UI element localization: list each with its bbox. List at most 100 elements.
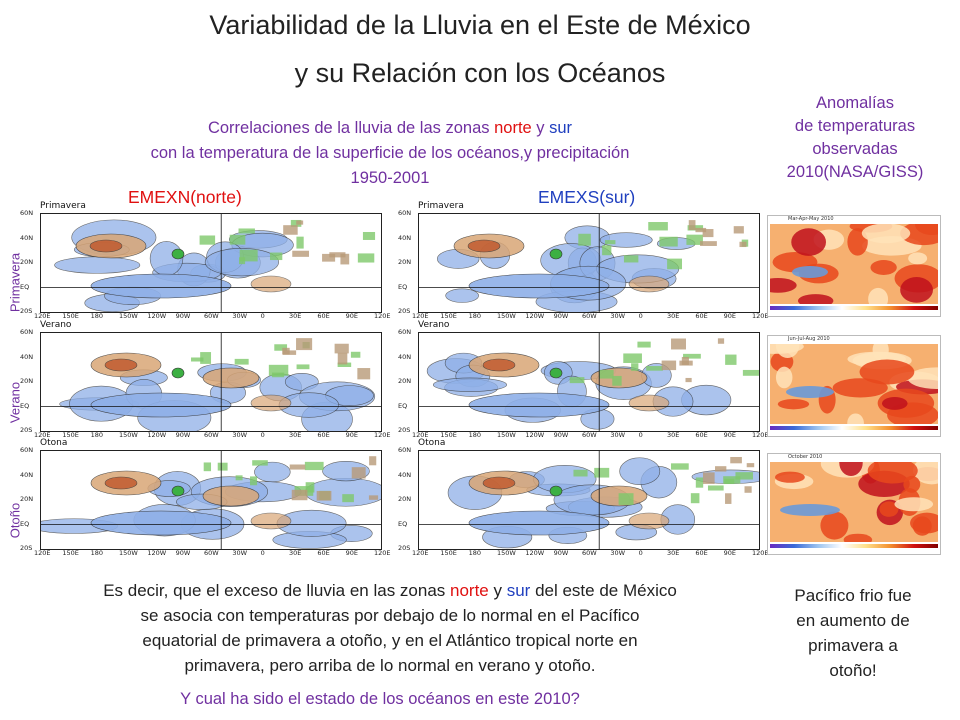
longitude-tick-label: 30W [610,431,626,439]
precipitation-correlation-patch [659,236,678,247]
precipitation-correlation-patch [670,463,689,470]
anom-line2: de temperaturas [794,117,916,135]
question-text: Y cual ha sido el estado de los océanos … [180,690,580,708]
dry-correlation-patch [283,225,298,235]
anomalies-header: Anomalías de temperaturas observadas 201… [760,92,950,184]
precipitation-correlation-patch [618,493,634,505]
precipitation-correlation-patch [599,369,614,379]
correlation-subtitle: Correlaciones de la lluvia de las zonas … [60,117,720,139]
corr-text-a: Correlaciones de la lluvia de las zonas [207,119,495,137]
anomaly-patch [859,359,915,385]
dry-correlation-patch [296,220,304,225]
latitude-tick-label: 40N [20,233,34,242]
east-mexico-region-marker [171,367,185,379]
corr-norte: norte [494,119,532,137]
longitude-tick-label: 60W [582,312,597,320]
conclusion-line2: se asocia con temperaturas por debajo de… [140,606,640,625]
east-mexico-region-marker [549,485,563,497]
anomaly-patch [775,471,805,483]
precipitation-correlation-patch [631,363,639,371]
precipitation-correlation-patch [252,460,268,466]
precipitation-correlation-patch [269,252,283,261]
dry-correlation-patch [329,252,346,258]
precipitation-correlation-patch [725,354,737,365]
longitude-tick-label: 30E [289,549,302,557]
precipitation-correlation-patch [362,231,376,240]
correlation-map-plot [418,332,760,432]
longitude-tick-label: 30W [610,549,626,557]
anomaly-patch [879,501,899,517]
precipitation-correlation-patch [239,257,246,265]
atlantic-positive-correlation [202,485,260,507]
precipitation-correlation-patch [646,366,663,371]
map-season-title: Primavera [418,201,464,211]
anomaly-patch [915,224,938,236]
corr-text-y: y [531,119,550,137]
longitude-tick-label: 150E [62,312,79,320]
anomaly-patch [867,462,918,484]
anomaly-patch [910,512,938,534]
precipitation-correlation-patch [594,467,610,478]
longitude-tick-label: 30W [232,312,248,320]
precipitation-correlation-patch [683,353,701,359]
longitude-tick-label: 0 [638,312,643,320]
longitude-tick-label: 120W [147,431,167,439]
longitude-tick-label: 120W [525,431,545,439]
latitude-tick-label: EQ [398,282,408,291]
anomaly-patch [847,413,864,424]
negative-correlation-area [445,288,479,303]
precipitation-correlation-patch [686,234,703,245]
longitude-tick-label: 0 [260,431,265,439]
longitude-tick-label: 30E [667,431,680,439]
pacific-line3: primavera a [808,636,898,655]
longitude-tick-label: 180 [90,431,104,439]
longitude-tick-label: 90W [175,312,191,320]
precipitation-correlation-patch [695,477,704,488]
anomaly-map-header: Mar-Apr-May 2010 [788,216,834,222]
conclusion-paragraph: Es decir, que el exceso de lluvia en las… [20,578,760,678]
precipitation-correlation-patch [304,461,324,471]
anomaly-patch [903,475,921,493]
longitude-tick-label: 60E [317,312,330,320]
longitude-tick-label: 60W [582,549,597,557]
longitude-tick-label: 150W [497,549,516,557]
precipitation-correlation-patch [234,358,249,365]
conclusion-sur: sur [506,581,531,600]
conclusion-text-b: del este de México [530,581,677,600]
precipitation-correlation-patch [229,234,246,245]
longitude-tick-label: 180 [468,431,482,439]
dry-correlation-patch [717,338,725,344]
precipitation-correlation-patch [290,219,302,227]
longitude-tick-label: 30E [289,312,302,320]
anomaly-map-plot [770,224,938,304]
temperature-anomaly-map-2: Jun-Jul-Aug 2010 [767,335,941,437]
longitude-tick-label: 120E [752,431,769,439]
precipitation-correlation-patch [337,362,352,367]
negative-correlation-area [619,457,661,485]
latitude-tick-label: EQ [20,519,30,528]
longitude-tick-label: 180 [90,312,104,320]
dry-correlation-patch [322,253,336,262]
conclusion-line1: Es decir, que el exceso de lluvia en las… [20,578,760,603]
correlation-map-plot [40,332,382,432]
dry-correlation-patch [334,343,349,354]
positive-correlation-area [250,275,292,293]
slide-title-line2: y su Relación con los Océanos [294,58,666,88]
longitude-tick-label: 60E [695,312,708,320]
longitude-tick-label: 30E [289,431,302,439]
precipitation-correlation-patch [357,253,375,263]
anomaly-patch [775,344,800,358]
longitude-tick-label: 90W [553,549,569,557]
temperature-anomaly-map-1: Mar-Apr-May 2010 [767,215,941,317]
longitude-tick-label: 30W [232,431,248,439]
latitude-tick-label: 20S [398,426,411,434]
longitude-tick-label: 60W [204,549,219,557]
longitude-tick-label: 150W [119,549,138,557]
latitude-tick-label: 40N [20,352,34,361]
anomaly-patch [791,228,826,256]
correlation-map-plot [418,213,760,313]
conclusion-norte: norte [450,581,489,600]
longitude-tick-label: 0 [260,549,265,557]
dry-correlation-patch [368,495,379,500]
anomaly-color-scale [770,544,938,548]
